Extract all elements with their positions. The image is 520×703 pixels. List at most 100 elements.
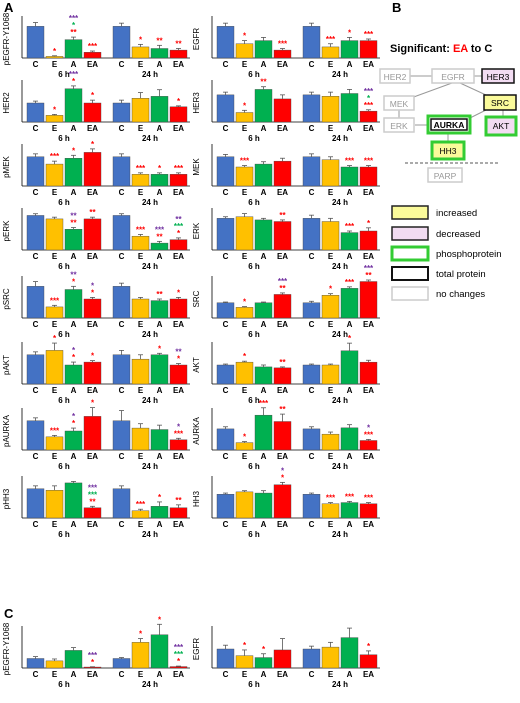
bar-E [235, 166, 254, 187]
title-suffix: to C [468, 43, 492, 55]
bar-EA [83, 218, 102, 251]
bar-E [321, 96, 340, 123]
y-axis-label: ERK [192, 222, 201, 239]
bar-E [131, 427, 150, 451]
bar-A [254, 163, 273, 187]
bar-C [112, 658, 131, 669]
node-src-label: SRC [491, 98, 509, 108]
group-label: 24 h [332, 70, 348, 79]
bar-EA [83, 152, 102, 187]
tick-label-A: A [157, 252, 163, 261]
bar-A [340, 93, 359, 123]
significance-mark: * [281, 473, 285, 482]
tick-label-EA: EA [87, 124, 98, 133]
significance-mark: * [177, 657, 181, 666]
tick-label-A: A [261, 386, 267, 395]
bar-A [340, 166, 359, 187]
tick-label-A: A [157, 520, 163, 529]
group-label: 6 h [248, 70, 260, 79]
legend-swatch-decreased [391, 226, 429, 241]
bar-C [26, 26, 45, 59]
tick-label-A: A [71, 452, 77, 461]
tick-label-E: E [242, 520, 248, 529]
group-label: 24 h [332, 396, 348, 405]
significance-mark: ** [279, 211, 286, 220]
significance-mark: * [91, 281, 95, 290]
y-axis-label: EGFR [192, 28, 201, 50]
significance-mark: * [72, 353, 76, 362]
node-her2-box [379, 68, 411, 84]
tick-label-C: C [119, 452, 125, 461]
bar-A [254, 40, 273, 59]
tick-label-E: E [138, 124, 144, 133]
bar-E [321, 503, 340, 519]
bar-A [64, 482, 83, 519]
node-aurka-label: AURKA [434, 120, 465, 130]
tick-label-E: E [328, 320, 334, 329]
tick-label-A: A [347, 124, 353, 133]
y-axis-label: pERK [2, 220, 11, 242]
tick-label-A: A [347, 520, 353, 529]
tick-label-A: A [157, 320, 163, 329]
bar-E [131, 642, 150, 669]
tick-label-EA: EA [363, 320, 374, 329]
tick-label-EA: EA [173, 188, 184, 197]
significance-mark: * [72, 77, 76, 86]
tick-label-EA: EA [87, 320, 98, 329]
y-axis-label: AURKA [192, 417, 201, 445]
bar-E [131, 174, 150, 187]
node-mek-box [383, 95, 415, 111]
tick-label-E: E [242, 670, 248, 679]
tick-label-A: A [261, 60, 267, 69]
tick-label-A: A [347, 252, 353, 261]
bar-EA [273, 421, 292, 451]
tick-label-A: A [347, 452, 353, 461]
significance-mark: ** [279, 358, 286, 367]
significance-mark: *** [174, 650, 184, 659]
significance-mark: * [281, 466, 285, 475]
significance-mark: *** [88, 42, 98, 51]
bar-C [216, 94, 235, 123]
tick-label-E: E [52, 252, 58, 261]
bar-EA [359, 654, 378, 669]
bar-E [321, 646, 340, 669]
tick-label-E: E [52, 520, 58, 529]
significance-mark: *** [326, 494, 336, 503]
bar-E [321, 364, 340, 385]
bar-EA [169, 364, 188, 385]
tick-label-A: A [261, 252, 267, 261]
panel-label-a: A [4, 0, 14, 15]
bar-A [340, 427, 359, 451]
bar-C [302, 94, 321, 123]
legend-label-no-changes: no changes [436, 289, 485, 300]
significance-mark: *** [136, 225, 146, 234]
bar-E [131, 358, 150, 385]
significance-mark: * [177, 97, 181, 106]
tick-label-C: C [223, 188, 229, 197]
significance-mark: ** [70, 270, 77, 279]
tick-label-C: C [119, 60, 125, 69]
group-label: 6 h [248, 198, 260, 207]
bar-A [64, 158, 83, 187]
legend-label-increased: increased [436, 208, 477, 219]
significance-mark: *** [88, 490, 98, 499]
tick-label-C: C [223, 252, 229, 261]
bar-A [150, 300, 169, 319]
group-label: 6 h [58, 134, 70, 143]
bar-EA [83, 361, 102, 385]
bar-EA [359, 440, 378, 451]
tick-label-E: E [242, 60, 248, 69]
tick-label-C: C [309, 188, 315, 197]
bar-C [216, 302, 235, 319]
tick-label-E: E [138, 386, 144, 395]
bar-A [150, 242, 169, 251]
bar-C [302, 364, 321, 385]
significance-mark: *** [345, 278, 355, 287]
tick-label-C: C [309, 386, 315, 395]
tick-label-C: C [119, 320, 125, 329]
bar-A [64, 650, 83, 669]
y-axis-label: pSRC [2, 288, 11, 310]
tick-label-C: C [223, 124, 229, 133]
tick-label-EA: EA [87, 670, 98, 679]
